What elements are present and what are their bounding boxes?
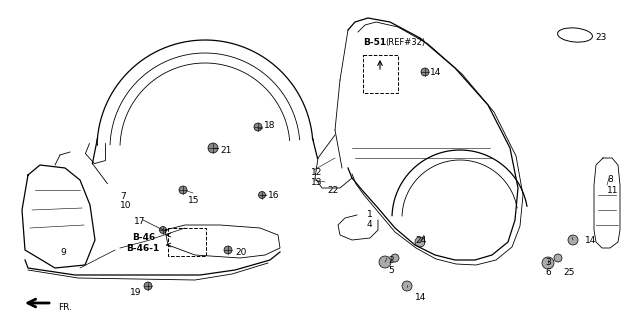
Bar	[168, 228, 206, 256]
Text: 18: 18	[264, 121, 275, 130]
Bar	[363, 55, 398, 93]
Text: 19: 19	[130, 288, 141, 297]
Circle shape	[208, 143, 218, 153]
Text: 22: 22	[327, 186, 339, 195]
Text: 8: 8	[607, 175, 612, 184]
Text: 11: 11	[607, 186, 618, 195]
Text: 6: 6	[545, 268, 551, 277]
Circle shape	[379, 256, 391, 268]
Circle shape	[391, 254, 399, 262]
Circle shape	[542, 257, 554, 269]
Text: 13: 13	[311, 178, 323, 187]
Text: 1: 1	[367, 210, 372, 219]
Text: 21: 21	[220, 146, 232, 155]
Text: 14: 14	[415, 293, 426, 302]
Text: 15: 15	[188, 196, 200, 205]
Text: 23: 23	[595, 33, 606, 42]
Circle shape	[415, 237, 425, 247]
Text: 9: 9	[60, 248, 66, 257]
Text: B-46-1: B-46-1	[126, 244, 159, 253]
Circle shape	[421, 68, 429, 76]
Text: FR.: FR.	[58, 303, 72, 312]
Circle shape	[554, 254, 562, 262]
Circle shape	[179, 186, 187, 194]
Circle shape	[224, 246, 232, 254]
Text: 17: 17	[134, 217, 145, 226]
Text: (REF#32): (REF#32)	[385, 38, 425, 47]
Text: 16: 16	[268, 191, 280, 200]
Circle shape	[254, 123, 262, 131]
Text: 20: 20	[235, 248, 246, 257]
Text: 2: 2	[388, 256, 394, 265]
Text: 10: 10	[120, 201, 131, 210]
Text: 24: 24	[415, 236, 426, 245]
Text: 3: 3	[545, 258, 551, 267]
Text: 12: 12	[311, 168, 323, 177]
Circle shape	[402, 281, 412, 291]
Text: 5: 5	[388, 266, 394, 275]
Text: B-51: B-51	[363, 38, 386, 47]
Circle shape	[159, 226, 166, 234]
Circle shape	[568, 235, 578, 245]
Circle shape	[144, 282, 152, 290]
Text: 14: 14	[585, 236, 596, 245]
Text: 14: 14	[430, 68, 442, 77]
Circle shape	[259, 191, 266, 198]
Text: 4: 4	[367, 220, 372, 229]
Text: B-46: B-46	[132, 233, 156, 242]
Text: 7: 7	[120, 192, 125, 201]
Text: 25: 25	[563, 268, 574, 277]
